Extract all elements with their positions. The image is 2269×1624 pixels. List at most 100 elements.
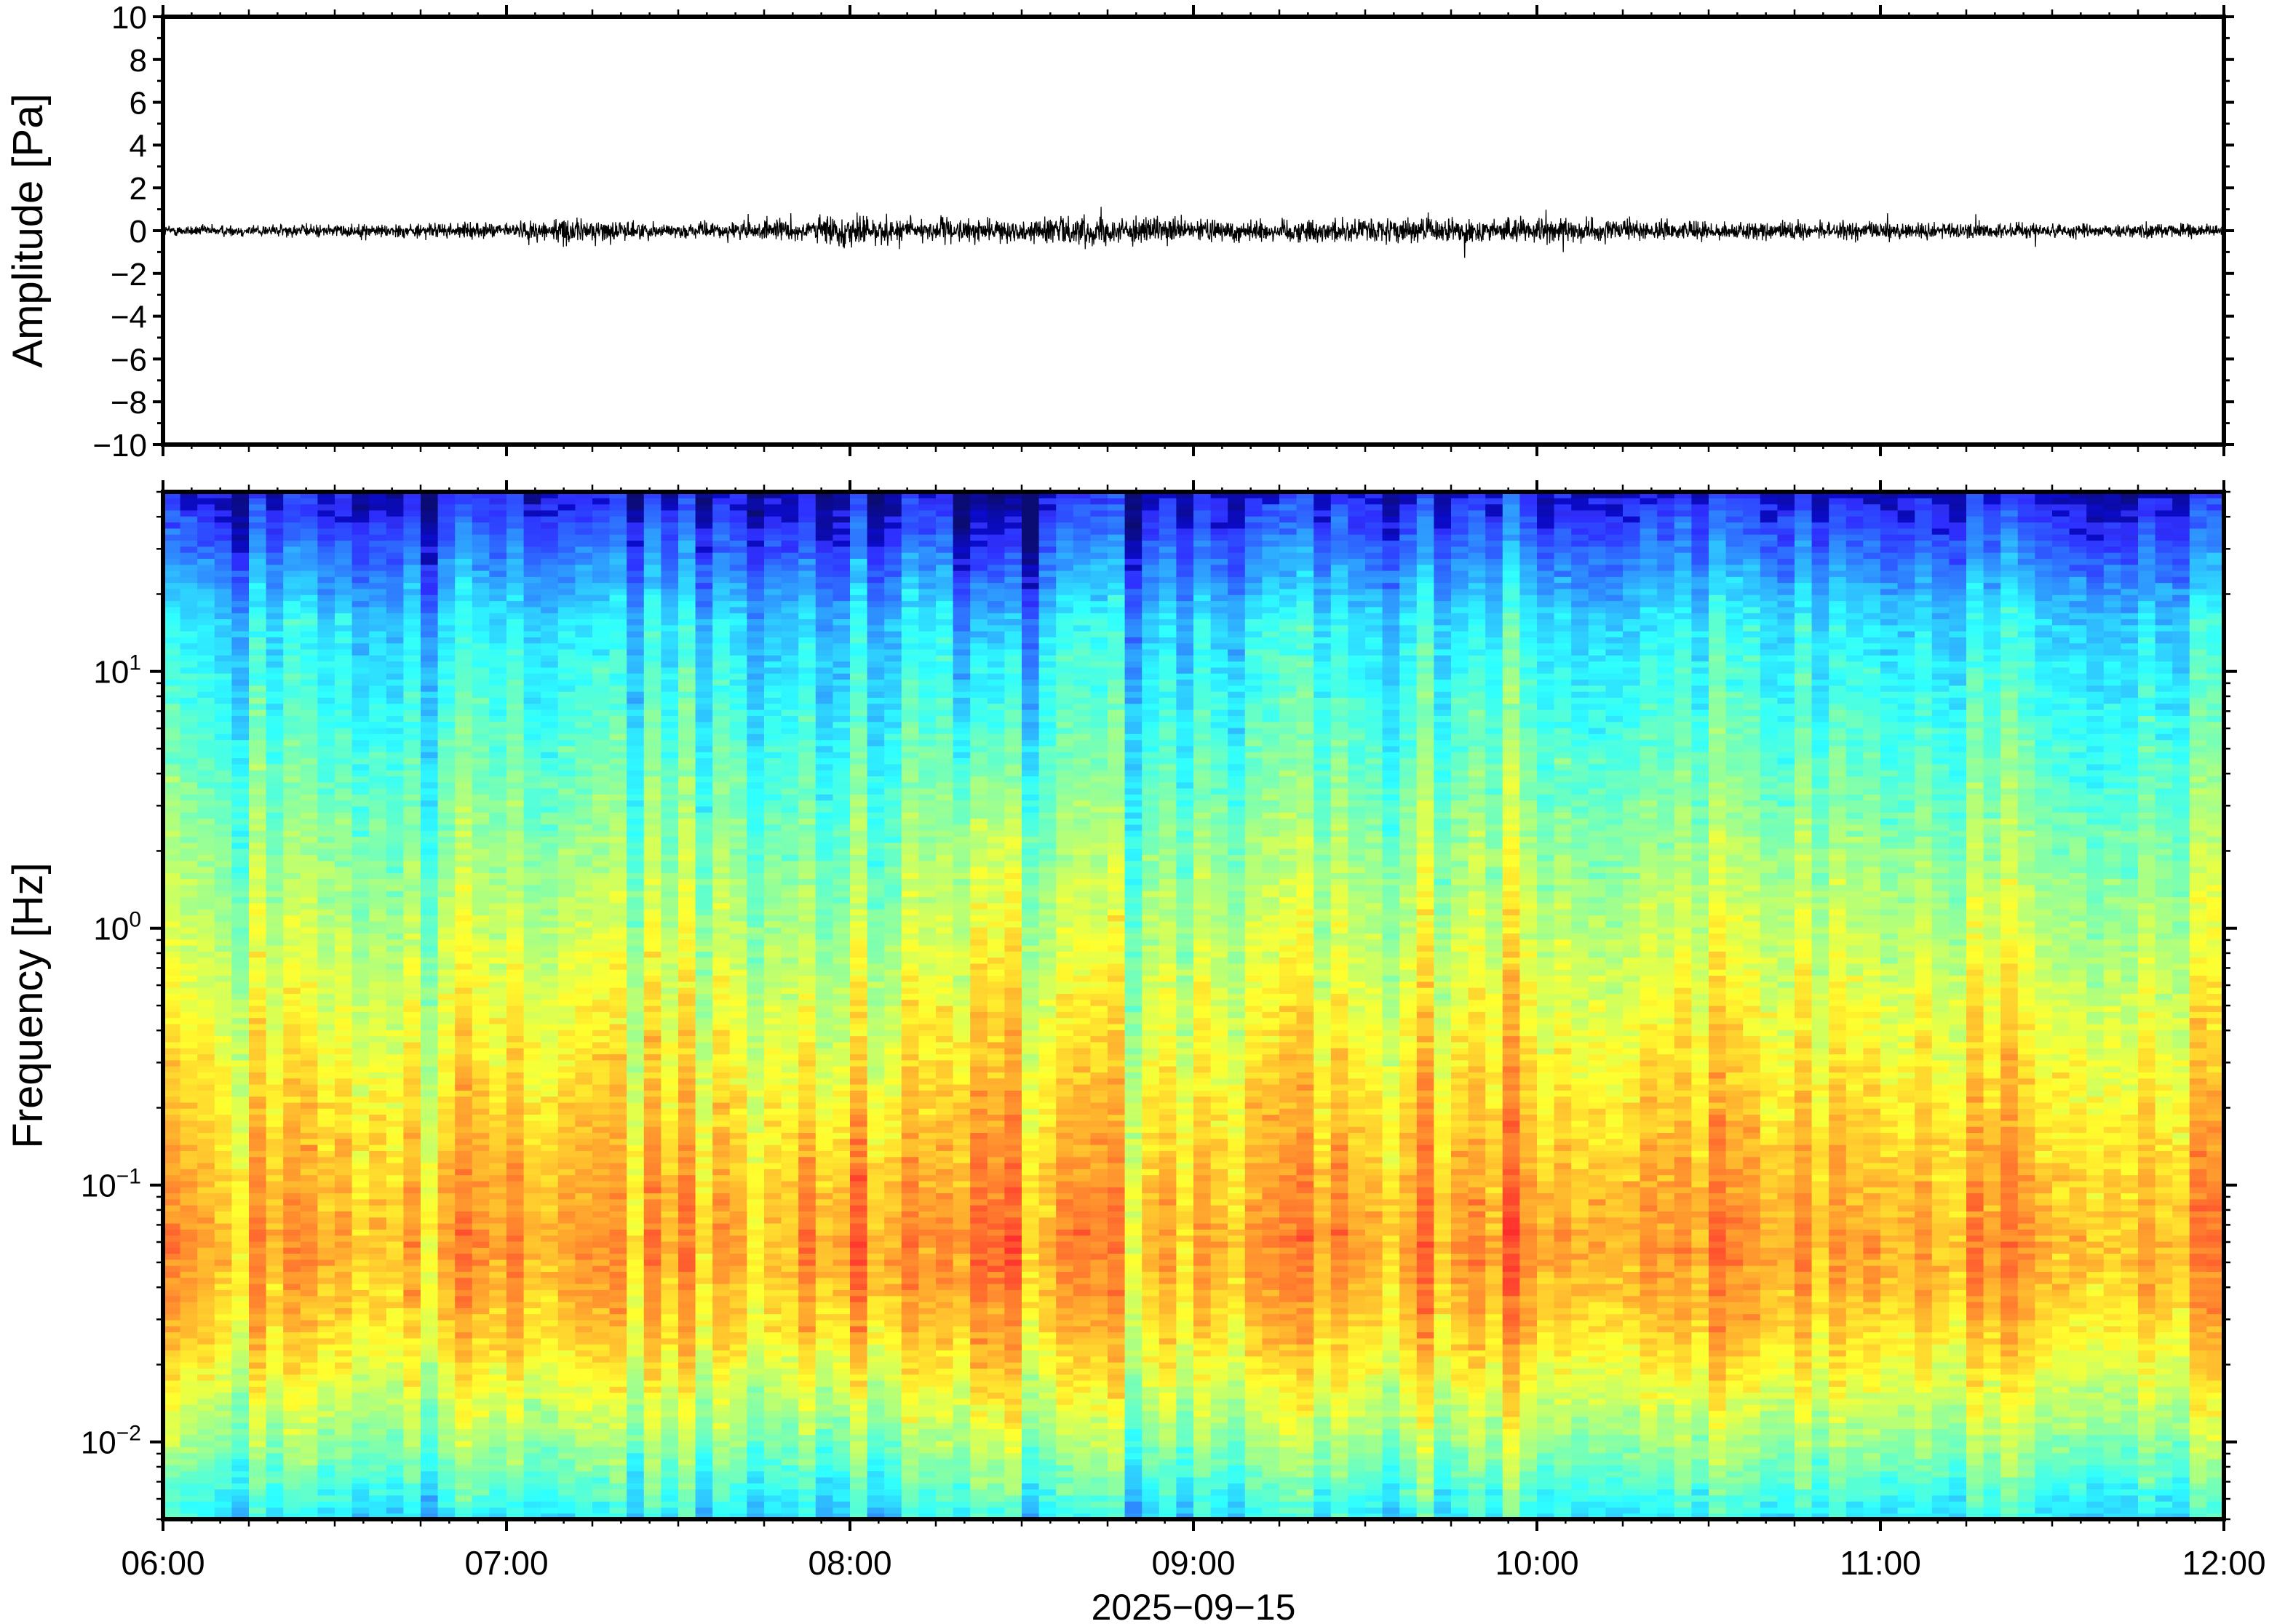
spectrogram-cell [609, 1326, 627, 1333]
spectrogram-cell [437, 733, 456, 741]
spectrogram-cell [369, 661, 387, 668]
spectrogram-cell [403, 818, 421, 825]
spectrogram-cell [163, 1313, 181, 1321]
spectrogram-cell [197, 1356, 215, 1363]
spectrogram-cell [369, 1362, 387, 1369]
spectrogram-cell [455, 1041, 473, 1048]
spectrogram-cell [609, 939, 627, 946]
spectrogram-cell [523, 522, 541, 529]
spectrogram-cell [592, 1145, 611, 1151]
spectrogram-cell [523, 866, 541, 873]
spectrogram-cell [180, 752, 198, 759]
spectrogram-cell [180, 1295, 198, 1302]
spectrogram-cell [266, 1332, 284, 1339]
spectrogram-cell [472, 860, 490, 867]
spectrogram-cell [266, 975, 284, 982]
spectrogram-cell [421, 836, 439, 843]
spectrogram-cell [489, 1483, 507, 1490]
spectrogram-cell [300, 1337, 318, 1345]
spectrogram-cell [180, 739, 198, 747]
spectrogram-cell [369, 770, 387, 776]
spectrogram-cell [163, 1023, 181, 1030]
spectrogram-cell [231, 763, 250, 771]
spectrogram-cell [335, 1344, 353, 1351]
spectrogram-cell [351, 697, 370, 704]
spectrogram-cell [300, 588, 318, 595]
spectrogram-cell [472, 1108, 490, 1115]
spectrogram-cell [489, 516, 507, 523]
spectrogram-cell [317, 1138, 335, 1145]
spectrogram-cell [557, 752, 576, 759]
spectrogram-cell [592, 1501, 611, 1508]
spectrogram-cell [489, 1180, 507, 1187]
spectrogram-cell [317, 1507, 335, 1514]
spectrogram-cell [214, 866, 232, 873]
spectrogram-cell [197, 613, 215, 620]
spectrogram-cell [557, 770, 576, 776]
spectrogram-cell [249, 1326, 267, 1333]
spectrogram-cell [437, 618, 456, 626]
spectrogram-cell [231, 1458, 250, 1465]
spectrogram-cell [592, 1229, 611, 1236]
spectrogram-cell [472, 1169, 490, 1176]
spectrogram-cell [214, 1035, 232, 1043]
spectrogram-cell [421, 522, 439, 529]
spectrogram-cell [575, 1023, 593, 1030]
spectrogram-cell [249, 1283, 267, 1290]
spectrogram-cell [523, 1205, 541, 1211]
spectrogram-cell [163, 1410, 181, 1417]
spectrogram-cell [592, 993, 611, 1000]
spectrogram-cell [386, 648, 404, 656]
spectrogram-cell [300, 1483, 318, 1490]
spectrogram-cell [523, 1386, 541, 1393]
spectrogram-cell [180, 1114, 198, 1121]
spectrogram-cell [489, 1138, 507, 1145]
spectrogram-cell [437, 1048, 456, 1055]
spectrogram-cell [317, 1017, 335, 1024]
spectrogram-cell [351, 866, 370, 873]
spectrogram-cell [180, 1392, 198, 1399]
spectrogram-cell [300, 1301, 318, 1308]
spectrogram-cell [523, 745, 541, 752]
spectrogram-cell [437, 1386, 456, 1393]
spectrogram-cell [643, 1452, 661, 1460]
spectrogram-cell [163, 1059, 181, 1067]
spectrogram-cell [163, 999, 181, 1006]
spectrogram-cell [455, 528, 473, 535]
spectrogram-cell [592, 763, 611, 771]
spectrogram-cell [627, 1241, 645, 1248]
spectrogram-cell [541, 1138, 559, 1145]
spectrogram-cell [317, 739, 335, 747]
spectrogram-cell [592, 1470, 611, 1478]
spectrogram-cell [627, 576, 645, 584]
spectrogram-cell [197, 570, 215, 577]
spectrogram-cell [523, 1319, 541, 1326]
spectrogram-cell [197, 540, 215, 547]
spectrogram-cell [523, 939, 541, 946]
spectrogram-cell [489, 1011, 507, 1019]
spectrogram-cell [643, 1446, 661, 1454]
spectrogram-cell [403, 1078, 421, 1085]
spectrogram-cell [557, 1458, 576, 1465]
spectrogram-cell [369, 1241, 387, 1248]
spectrogram-cell [455, 576, 473, 584]
spectrogram-cell [592, 1174, 611, 1182]
spectrogram-cell [541, 909, 559, 916]
spectrogram-cell [163, 981, 181, 988]
spectrogram-cell [266, 770, 284, 776]
spectrogram-cell [627, 1096, 645, 1103]
spectrogram-cell [421, 1138, 439, 1145]
spectrogram-cell [300, 509, 318, 517]
spectrogram-cell [386, 781, 404, 789]
spectrogram-cell [421, 999, 439, 1006]
spectrogram-cell [489, 1283, 507, 1290]
spectrogram-cell [300, 1307, 318, 1315]
spectrogram-cell [592, 703, 611, 710]
spectrogram-cell [609, 691, 627, 698]
spectrogram-cell [214, 1501, 232, 1508]
spectrogram-cell [266, 1489, 284, 1496]
spectrogram-cell [455, 1229, 473, 1236]
spectrogram-cell [627, 842, 645, 849]
spectrogram-cell [627, 981, 645, 988]
spectrogram-cell [214, 987, 232, 994]
